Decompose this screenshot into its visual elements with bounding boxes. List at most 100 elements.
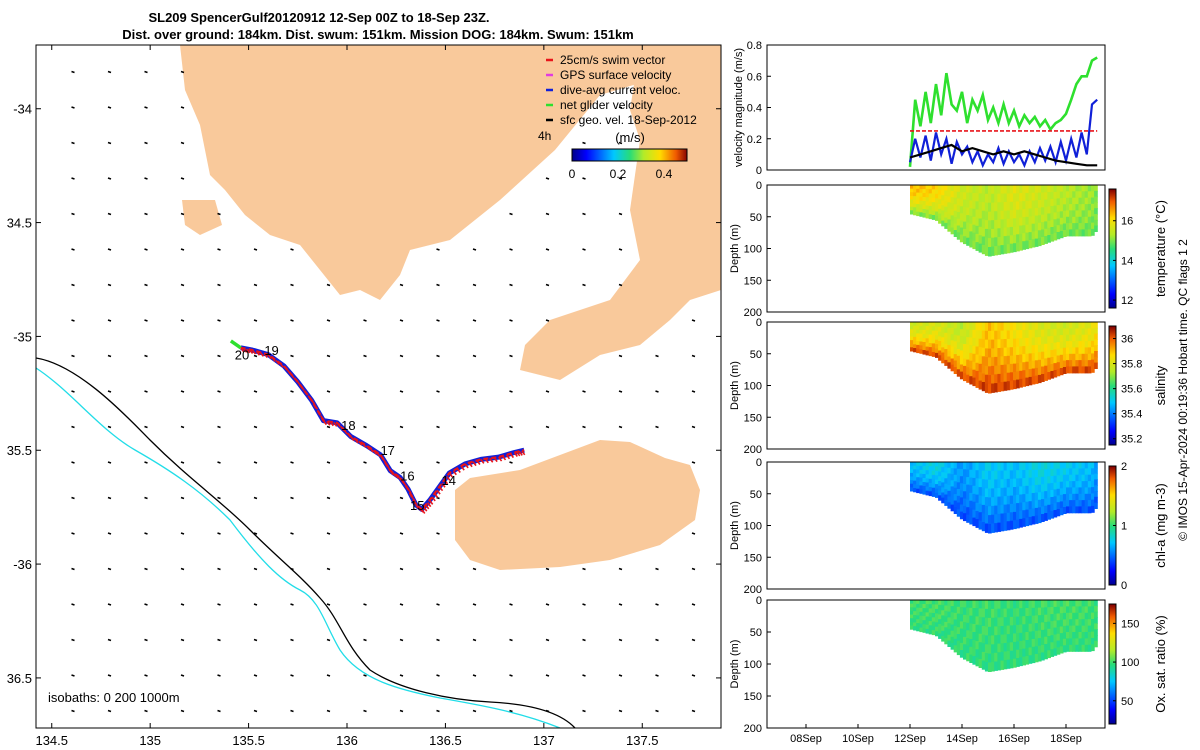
oxygen-cell — [1025, 648, 1030, 657]
glider-track — [229, 339, 526, 514]
temperature-colorbar-tick-label: 12 — [1121, 295, 1133, 307]
chl-a-colorbar-cell — [1109, 506, 1116, 508]
oxygen-cell — [1059, 646, 1064, 654]
chl-a-cell — [1044, 513, 1048, 521]
salinity-cell — [1056, 348, 1061, 357]
salinity-colorbar-cell — [1109, 349, 1116, 351]
oxygen-cell — [1013, 641, 1017, 651]
sfc-vel-arrow — [180, 283, 185, 287]
sfc-vel-arrow — [326, 390, 331, 393]
chl-a-cell — [1009, 503, 1014, 513]
oxygen-cell — [981, 625, 986, 636]
chl-a-cell — [1087, 462, 1092, 469]
salinity-cell — [928, 343, 933, 348]
chl-a-cell — [916, 469, 920, 474]
chl-a-cell — [1059, 501, 1064, 509]
salinity-cell — [1091, 353, 1095, 361]
oxygen-colorbar-cell — [1109, 609, 1116, 611]
temperature-cell — [1053, 185, 1058, 193]
chl-a-cell — [931, 462, 936, 467]
salinity-cell — [910, 340, 914, 345]
oxygen-cell — [1091, 600, 1095, 607]
chl-a-cell — [950, 480, 955, 487]
chl-a-cell — [919, 473, 924, 479]
chl-a-colorbar-cell — [1109, 492, 1116, 494]
oxygen-cell — [1075, 632, 1080, 639]
sfc-vel-arrow — [363, 461, 367, 464]
salinity-cell — [972, 345, 977, 355]
salinity-cell — [935, 348, 939, 354]
temperature-colorbar-cell — [1109, 305, 1116, 307]
temperature-cell — [981, 219, 986, 229]
temperature-cell — [1075, 216, 1080, 224]
salinity-cell — [997, 330, 1002, 340]
salinity-cell — [1075, 353, 1080, 361]
oxygen-cell — [947, 634, 952, 642]
salinity-cell — [984, 330, 989, 341]
salinity-cell — [1062, 322, 1067, 329]
oxygen-cell — [931, 613, 936, 618]
chl-a-colorbar-cell — [1109, 523, 1116, 525]
temperature-cell — [1078, 191, 1083, 199]
salinity-cell — [1072, 322, 1076, 329]
temperature-cell — [1003, 193, 1008, 203]
oxygen-cell — [1062, 612, 1067, 620]
colorbar-cell — [659, 149, 661, 161]
salinity-cell — [1003, 356, 1008, 366]
chl-a-cell — [1087, 481, 1092, 488]
temperature-cell — [947, 213, 952, 221]
chl-a-cell — [978, 462, 983, 471]
chl-a-colorbar-cell — [1109, 469, 1116, 471]
salinity-cell — [910, 343, 914, 348]
temperature-colorbar-cell — [1109, 289, 1116, 291]
temperature-cell — [1059, 198, 1064, 206]
temperature-cell — [938, 189, 942, 196]
chl-a-colorbar-cell — [1109, 574, 1116, 576]
chl-a-cell — [984, 479, 989, 489]
temperature-cell — [1050, 213, 1055, 221]
oxygen-cell — [1084, 625, 1089, 633]
oxygen-cell — [984, 608, 989, 619]
chl-a-cell — [991, 479, 995, 489]
oxygen-cell — [959, 635, 964, 644]
salinity-cell — [984, 348, 989, 358]
chl-a-cell — [959, 483, 964, 491]
salinity-colorbar-cell — [1109, 342, 1116, 344]
salinity-cell — [1087, 322, 1092, 329]
chl-a-cell — [916, 484, 920, 490]
salinity-cell — [981, 382, 986, 392]
temperature-cell — [1062, 230, 1067, 237]
oxygen-cell — [1059, 626, 1064, 634]
chl-a-cell — [944, 494, 948, 501]
temperature-cell — [978, 218, 983, 228]
temperature-cell — [1094, 214, 1098, 221]
salinity-cell — [935, 330, 939, 336]
chl-a-colorbar-cell — [1109, 573, 1116, 575]
salinity-cell — [997, 365, 1002, 375]
oxygen-cell — [1022, 608, 1026, 617]
chl-a-colorbar-cell — [1109, 546, 1116, 548]
oxygen-cell — [922, 612, 927, 617]
temperature-cell — [941, 205, 945, 212]
oxygen-colorbar-cell — [1109, 637, 1116, 639]
temperature-colorbar-cell — [1109, 260, 1116, 262]
oxygen-cell — [1022, 632, 1026, 642]
chl-a-cell — [910, 476, 914, 481]
temperature-cell — [1075, 197, 1080, 205]
sfc-vel-arrow — [144, 461, 148, 464]
oxygen-cell — [1059, 600, 1064, 608]
map-frame — [35, 44, 722, 729]
temperature-cell — [947, 225, 952, 232]
salinity-cell — [938, 355, 942, 361]
salinity-cell — [941, 337, 945, 343]
temperature-cell — [1000, 193, 1005, 203]
temperature-cell — [953, 197, 958, 205]
chl-a-cell — [1081, 468, 1086, 476]
temperature-cell — [1022, 217, 1026, 226]
velocity-y-tick-label: 0.4 — [747, 103, 762, 115]
colorbar-cell — [630, 149, 632, 161]
sfc-vel-arrow — [144, 177, 148, 180]
salinity-colorbar-cell — [1109, 384, 1116, 386]
